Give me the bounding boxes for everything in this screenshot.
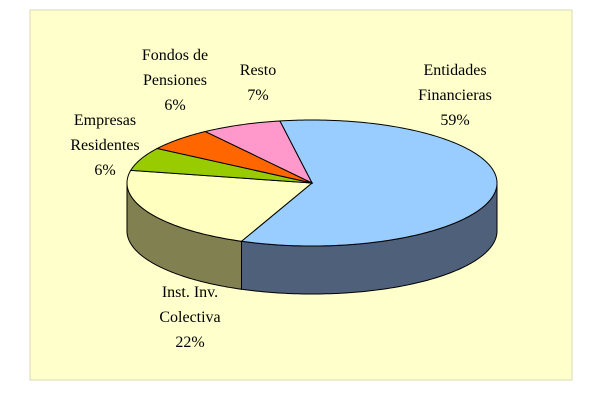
label-line: Empresas: [74, 112, 136, 129]
label-line: Inst. Inv.: [162, 284, 218, 301]
pie-slice: [126, 169, 314, 242]
slice-label: Resto: [240, 62, 276, 79]
label-line: Resto: [240, 62, 276, 79]
label-line: Residentes: [70, 137, 139, 154]
label-line: Colectiva: [159, 309, 220, 326]
value-label: 6%: [94, 162, 115, 179]
value-label: 6%: [164, 97, 185, 114]
pie-slice: [155, 130, 313, 184]
label-line: Financieras: [418, 87, 492, 104]
slice-label: Inst. Inv. Colectiva: [159, 284, 220, 326]
slice-label: Entidades Financieras: [418, 62, 492, 104]
slice-label: Fondos de Pensiones: [142, 47, 208, 89]
value-label: 59%: [440, 112, 469, 129]
pie-slice: [240, 119, 498, 247]
pie-slice: [129, 147, 313, 184]
label-line: Entidades: [423, 62, 486, 79]
value-label: 22%: [175, 334, 204, 351]
label-line: Fondos de: [142, 47, 208, 64]
pie-slice: [203, 120, 314, 185]
label-line: Pensiones: [143, 72, 207, 89]
slice-label: Empresas Residentes: [70, 112, 139, 154]
value-label: 7%: [247, 87, 268, 104]
